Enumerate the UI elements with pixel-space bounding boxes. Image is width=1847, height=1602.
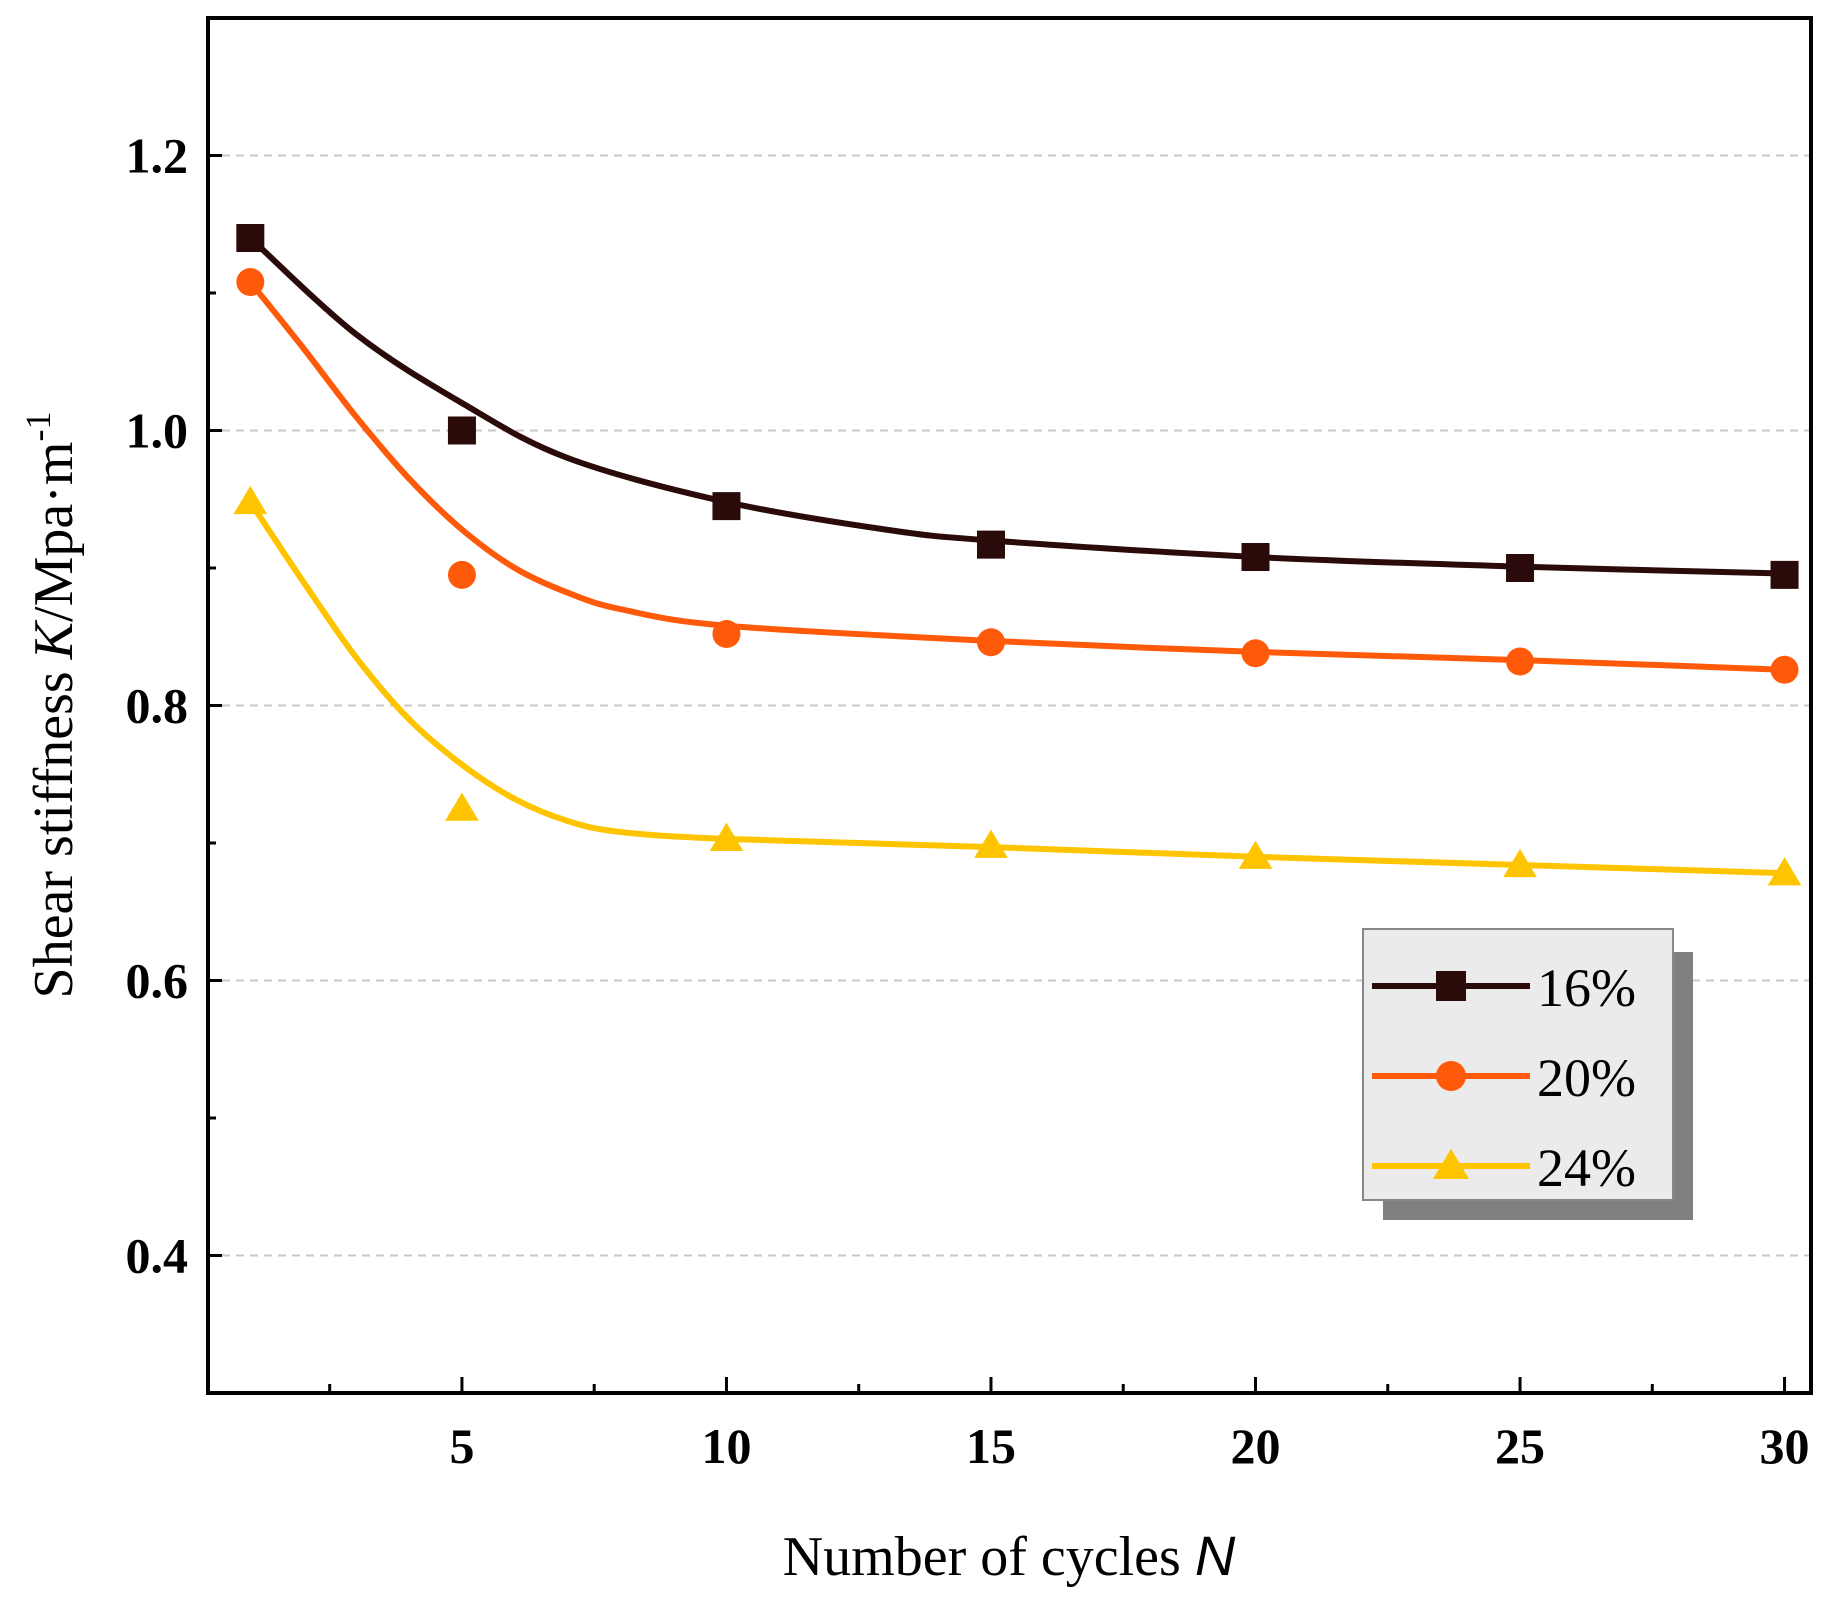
y-tick-label: 1.0: [126, 403, 189, 459]
y-tick-label: 0.8: [126, 678, 189, 734]
legend: 16% 20% 24%: [1362, 928, 1693, 1220]
x-tick-label: 5: [449, 1418, 474, 1474]
x-tick-label: 15: [966, 1418, 1016, 1474]
axis-ticks: [208, 16, 1787, 1395]
x-axis-variable: N: [1195, 1524, 1236, 1587]
marker-20pct: [1241, 639, 1270, 668]
marker-16pct: [712, 492, 741, 521]
marker-24pct: [233, 485, 268, 515]
marker-24pct: [445, 792, 479, 821]
marker-20pct: [712, 620, 741, 648]
y-axis-label: Shear stiffness: [23, 671, 85, 998]
y-tick-label: 1.2: [126, 128, 189, 184]
marker-24pct: [1503, 848, 1537, 878]
marker-24pct: [1767, 857, 1802, 886]
marker-24pct: [709, 822, 744, 851]
x-axis-title: Number of cycles N: [783, 1524, 1236, 1588]
marker-16pct: [976, 530, 1005, 559]
data-markers: [233, 224, 1802, 886]
x-tick-label: 30: [1760, 1418, 1810, 1474]
y-tick-label: 0.4: [126, 1228, 189, 1284]
marker-24pct: [974, 829, 1008, 858]
fit-line-16pct: [248, 235, 1785, 577]
marker-20pct: [236, 268, 265, 296]
marker-16pct: [447, 416, 476, 445]
legend-label-16pct: 16%: [1537, 958, 1636, 1018]
x-tick-label: 10: [701, 1418, 751, 1474]
legend-label-24pct: 24%: [1537, 1138, 1636, 1198]
fit-curves: [247, 235, 1785, 877]
legend-label-20pct: 20%: [1537, 1048, 1636, 1108]
y-axis-unit: /Mpa·m: [23, 442, 85, 622]
legend-marker-24pct: [1433, 1148, 1469, 1179]
x-tick-label: 20: [1231, 1418, 1281, 1474]
legend-box: [1362, 928, 1674, 1201]
y-tick-label: 0.6: [126, 953, 189, 1009]
tick-labels: 0.4 0.6 0.8 1.0 1.2 5 10 15 20 25 30: [126, 128, 1810, 1475]
marker-16pct: [1506, 554, 1535, 582]
x-tick-label: 25: [1495, 1418, 1545, 1474]
y-axis-title: Shear stiffness K/Mpa·m-1: [18, 412, 85, 999]
marker-20pct: [1506, 647, 1535, 676]
legend-items: 16% 20% 24%: [1372, 958, 1636, 1198]
marker-20pct: [1770, 655, 1799, 684]
x-axis-label: Number of cycles: [783, 1526, 1181, 1588]
y-axis-unit-superscript: -1: [18, 412, 58, 442]
legend-marker-20pct: [1436, 1061, 1466, 1091]
y-axis-variable: K: [23, 619, 85, 660]
fit-line-24pct: [247, 500, 1785, 877]
legend-marker-16pct: [1436, 971, 1466, 1001]
marker-16pct: [1770, 560, 1799, 589]
marker-24pct: [1238, 840, 1273, 869]
marker-16pct: [1241, 543, 1270, 571]
marker-20pct: [976, 628, 1005, 657]
fit-line-20pct: [247, 280, 1785, 673]
marker-16pct: [236, 224, 265, 252]
marker-20pct: [447, 560, 476, 589]
